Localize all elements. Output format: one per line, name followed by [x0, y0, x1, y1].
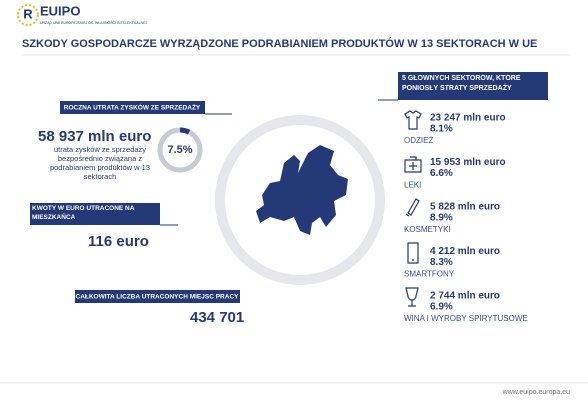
eu-map — [256, 145, 348, 235]
amount: 116 euro — [88, 233, 149, 250]
sector-rate: 6.6% — [430, 168, 453, 179]
sector-amount: 23 247 mln euro — [430, 113, 506, 124]
banner — [75, 290, 240, 303]
donut-arc — [157, 127, 203, 173]
sector-rate: 8.9% — [430, 213, 453, 224]
banner — [30, 203, 160, 225]
ring — [215, 115, 385, 285]
banner-text: 5 GŁÓWNYCH SEKTORÓW, KTÓRE PONIOSŁY STRA… — [402, 75, 521, 92]
description: utrata zysków ze sprzedaży bezpośrednio … — [49, 145, 151, 181]
banner-text: ROCZNA UTRATA ZYSKÓW ZE SPRZEDAŻY — [64, 103, 201, 112]
sector-name: LEKI — [404, 181, 421, 190]
sector-amount: 4 212 mln euro — [430, 246, 500, 257]
banner-box: 5 GŁÓWNYCH SEKTORÓW, KTÓRE PONIOSŁY STRA… — [402, 75, 521, 92]
sector-icon — [407, 242, 419, 264]
description-box: utrata zysków ze sprzedaży bezpośrednio … — [49, 145, 151, 181]
sector-name: ODZIEŻ — [404, 136, 433, 145]
sector-amount: 2 744 mln euro — [430, 291, 500, 302]
footer-url: www.euipo.europa.eu — [502, 389, 570, 396]
banner-text: CAŁKOWITA LICZBA UTRACONYCH MIEJSC PRACY — [76, 294, 240, 301]
sector-amount: 5 828 mln euro — [430, 202, 500, 213]
banner-box: KWOTY W EURO UTRACONE NA MIESZKAŃCA — [32, 205, 135, 221]
sector-icon — [405, 198, 420, 217]
banner-text: KWOTY W EURO UTRACONE NA MIESZKAŃCA — [32, 205, 135, 221]
sector-icon — [404, 110, 422, 130]
sector-amount: 15 953 mln euro — [430, 157, 506, 168]
sector-rate: 8.3% — [430, 257, 453, 268]
logo-stars — [17, 4, 39, 26]
sector-name: SMARTFONY — [404, 270, 455, 279]
rate: 7.5% — [167, 144, 192, 156]
sector-icon — [404, 156, 422, 173]
amount: 58 937 mln euro — [38, 128, 151, 145]
banner — [398, 72, 548, 100]
amount: 434 701 — [190, 309, 244, 326]
sector-rate: 8.1% — [430, 124, 453, 135]
logo: EUIPO — [40, 3, 80, 18]
sector-rate: 6.9% — [430, 302, 453, 313]
sector-name: WINA I WYROBY SPIRYTUSOWE — [404, 314, 528, 323]
sector-icon — [405, 287, 419, 307]
title: SZKODY GOSPODARCZE WYRZĄDZONE PODRABIANI… — [22, 37, 537, 50]
logo-sub: URZĄD UNII EUROPEJSKIEJ DS. WŁASNOŚCI IN… — [40, 20, 147, 25]
sector-name: KOSMETYKI — [404, 225, 451, 234]
banner — [60, 101, 205, 114]
logo-mark: R — [23, 6, 33, 21]
